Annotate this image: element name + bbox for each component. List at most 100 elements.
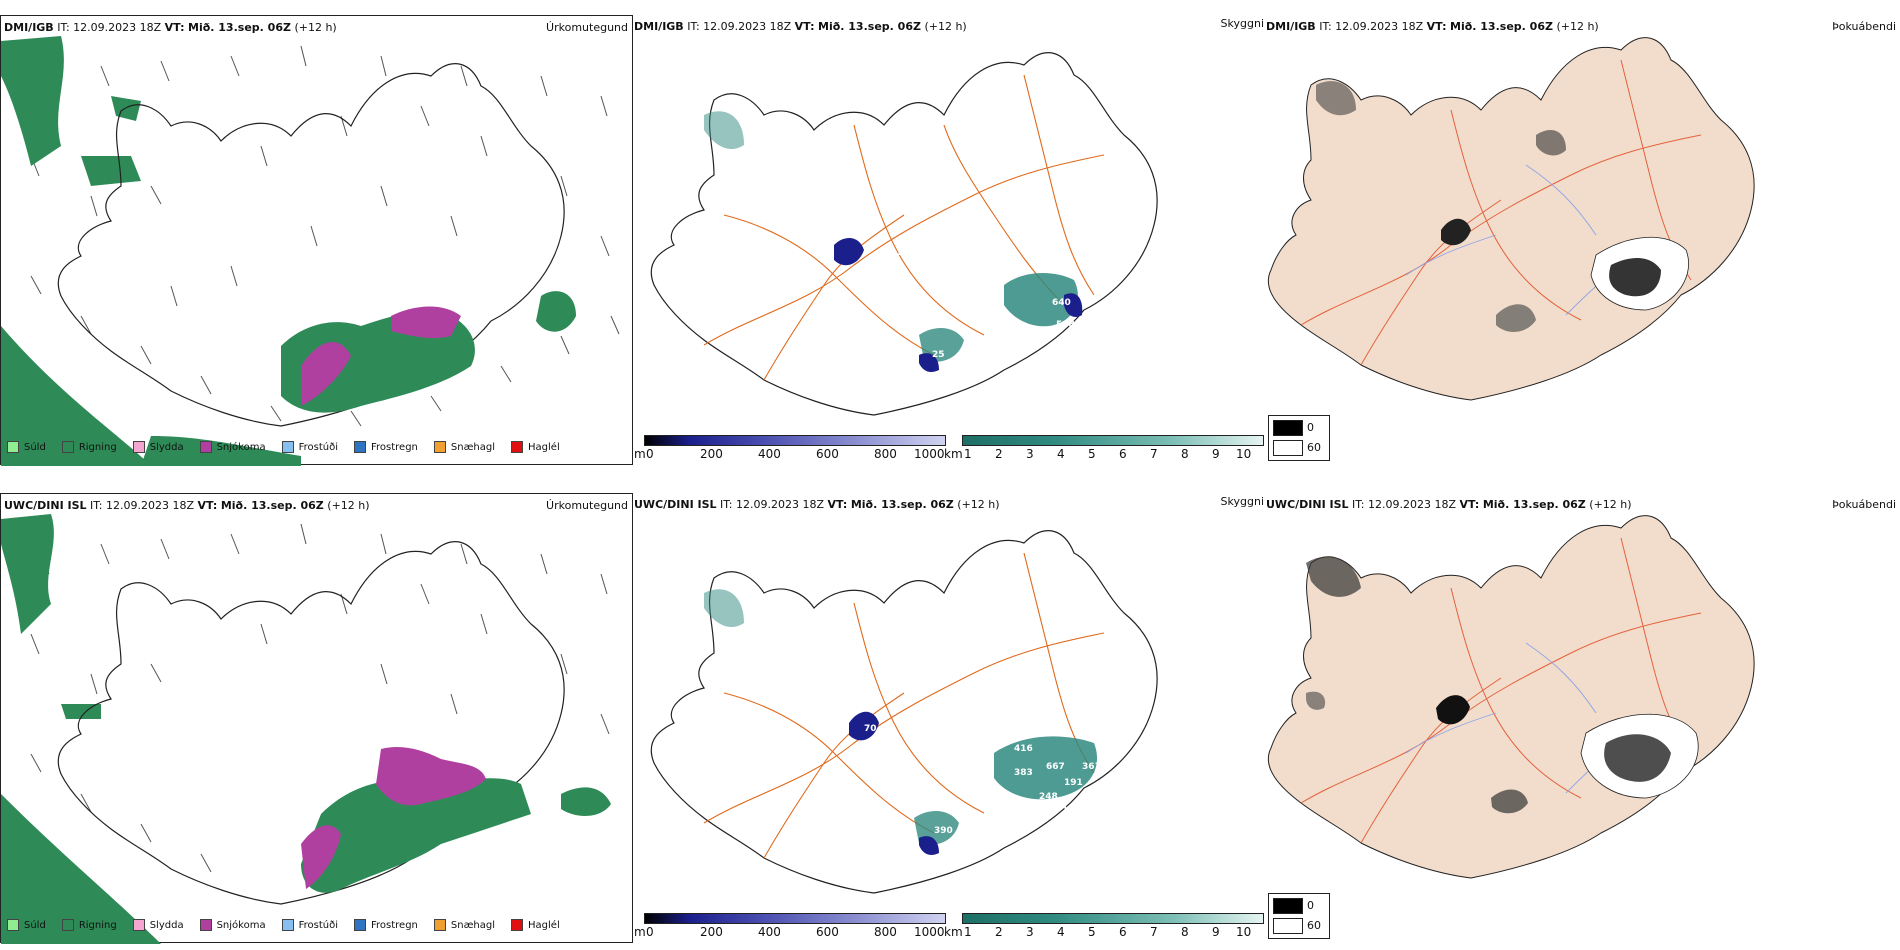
fog-panel-2: UWC/DINI ISL IT: 12.09.2023 18Z VT: Mið.…	[1266, 493, 1900, 943]
cloud-number: 416	[1014, 744, 1033, 754]
tick-m: 800	[874, 447, 897, 461]
legend-item: Slydda	[132, 919, 184, 931]
tick-m: 0	[646, 925, 654, 939]
tick-m: 400	[758, 447, 781, 461]
tick-km: 4	[1057, 925, 1065, 939]
visibility-label-2: Skyggni	[1220, 495, 1264, 508]
iceland-outline	[1267, 37, 1755, 401]
colorbar-unit-km: km	[944, 447, 963, 461]
tick-km: 6	[1119, 447, 1127, 461]
visibility-panel-1: 125 104 640 508 409 411 25 21 76 30 DMI/…	[634, 15, 1330, 465]
legend-item: Frostregn	[354, 919, 418, 931]
legend-item: Frostúði	[281, 919, 338, 931]
tick-km: 6	[1119, 925, 1127, 939]
tick-m: 600	[816, 925, 839, 939]
cloud-number: 76	[910, 396, 923, 406]
tick-km: 5	[1088, 925, 1096, 939]
legend-item: Slydda	[132, 441, 184, 453]
visibility-title-2: UWC/DINI ISL IT: 12.09.2023 18Z VT: Mið.…	[634, 498, 1000, 511]
cloud-number: 21	[942, 370, 955, 380]
row2: UWC/DINI ISL IT: 12.09.2023 18Z VT: Mið.…	[0, 478, 1900, 948]
precip-panel-1: DMI/IGB IT: 12.09.2023 18Z VT: Mið. 13.s…	[0, 15, 633, 466]
cloud-number: 667	[1046, 762, 1065, 772]
fog-legend-value: 0	[1307, 421, 1314, 434]
tick-km: 10	[1236, 925, 1252, 939]
tick-km: 1	[964, 447, 972, 461]
colorbar-m-2: m 0 200 400 600 800 1000	[634, 913, 946, 947]
cloud-number: 36	[704, 714, 717, 724]
fog-map-2	[1267, 515, 1755, 879]
precip-title-2: UWC/DINI ISL IT: 12.09.2023 18Z VT: Mið.…	[4, 499, 370, 512]
tick-m: 800	[874, 925, 897, 939]
tick-km: 3	[1026, 925, 1034, 939]
colorbar-km-1: km 1 2 3 4 5 6 7 8 9 10	[944, 435, 1264, 469]
cloud-number: 248	[1039, 792, 1058, 802]
legend-item: Rigning	[61, 919, 117, 931]
legend-item: Frostúði	[281, 441, 338, 453]
fog-title-2: UWC/DINI ISL IT: 12.09.2023 18Z VT: Mið.…	[1266, 498, 1632, 511]
tick-km: 10	[1236, 447, 1252, 461]
cloud-number: 30	[702, 238, 715, 248]
cloud-number: 104	[876, 266, 895, 276]
colorbar-m-1: m 0 200 400 600 800 1000	[634, 435, 946, 469]
legend-item: Rigning	[61, 441, 117, 453]
visibility-panel-2: 70 96 416 383 667 361 191 248 110 390 36…	[634, 493, 1330, 943]
tick-km: 3	[1026, 447, 1034, 461]
tick-km: 5	[1088, 447, 1096, 461]
cloud-number: 390	[934, 826, 953, 836]
precip-legend-2: Súld Rigning Slydda Snjókoma Frostúði Fr…	[7, 919, 576, 931]
precip-legend-1: Súld Rigning Slydda Snjókoma Frostúði Fr…	[7, 441, 576, 453]
tick-m: 200	[700, 925, 723, 939]
precip-title-1: DMI/IGB IT: 12.09.2023 18Z VT: Mið. 13.s…	[4, 21, 337, 34]
iceland-outline	[650, 52, 1158, 416]
fog-legend-value: 60	[1307, 441, 1321, 454]
cloud-number: 96	[856, 748, 869, 758]
tick-km: 8	[1181, 447, 1189, 461]
tick-km: 2	[995, 925, 1003, 939]
cloud-number: 110	[1062, 806, 1081, 816]
precip-panel-2: UWC/DINI ISL IT: 12.09.2023 18Z VT: Mið.…	[0, 493, 633, 944]
colorbar-km-2: km 1 2 3 4 5 6 7 8 9 10	[944, 913, 1264, 947]
cloud-number: 409	[1082, 326, 1101, 336]
iceland-outline	[650, 530, 1158, 894]
tick-km: 4	[1057, 447, 1065, 461]
tick-km: 7	[1150, 447, 1158, 461]
cloud-number: 411	[1059, 340, 1078, 350]
cloud-number: 191	[1064, 778, 1083, 788]
fog-legend-2: 0 60	[1268, 893, 1330, 939]
iceland-outline	[57, 63, 565, 427]
colorbar-unit-km: km	[944, 925, 963, 939]
precip-label-1: Úrkomutegund	[546, 21, 628, 34]
tick-km: 9	[1212, 447, 1220, 461]
legend-item: Súld	[7, 919, 46, 931]
fog-legend-value: 0	[1307, 899, 1314, 912]
legend-item: Haglél	[511, 919, 560, 931]
fog-label-2: Þokuábendi	[1832, 498, 1896, 511]
cloud-number: 125	[896, 248, 915, 258]
precip-map-1	[1, 36, 620, 466]
tick-m: 600	[816, 447, 839, 461]
legend-item: Snæhagl	[433, 441, 495, 453]
cloud-number: 383	[1014, 768, 1033, 778]
cloud-number: 70	[864, 724, 877, 734]
legend-item: Frostregn	[354, 441, 418, 453]
tick-km: 9	[1212, 925, 1220, 939]
tick-km: 7	[1150, 925, 1158, 939]
legend-item: Snjókoma	[199, 441, 266, 453]
visibility-title-1: DMI/IGB IT: 12.09.2023 18Z VT: Mið. 13.s…	[634, 20, 967, 33]
tick-m: 200	[700, 447, 723, 461]
wind-barbs	[30, 523, 610, 873]
iceland-outline	[57, 541, 565, 905]
row1: DMI/IGB IT: 12.09.2023 18Z VT: Mið. 13.s…	[0, 0, 1900, 470]
cloud-number: 508	[1056, 320, 1075, 330]
fog-legend-1: 0 60	[1268, 415, 1330, 461]
roads	[703, 74, 1105, 381]
wind-barbs	[30, 45, 620, 427]
colorbar-unit-m: m	[634, 925, 646, 939]
colorbar-unit-m: m	[634, 447, 646, 461]
tick-km: 8	[1181, 925, 1189, 939]
tick-m: 1000	[914, 925, 945, 939]
fog-legend-value: 60	[1307, 919, 1321, 932]
visibility-map-2: 70 96 416 383 667 361 191 248 110 390 36	[650, 530, 1158, 894]
tick-km: 1	[964, 925, 972, 939]
